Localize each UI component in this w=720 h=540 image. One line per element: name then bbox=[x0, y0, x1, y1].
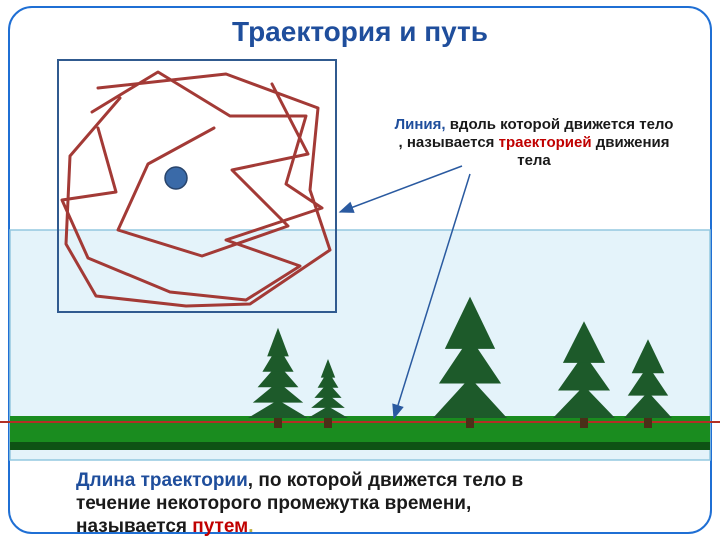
text-segment: течение некоторого промежутка времени, bbox=[76, 493, 471, 514]
text-segment: . bbox=[248, 516, 253, 537]
definition-trajectory: Линия, вдоль которой движется тело, назы… bbox=[374, 116, 694, 170]
text-segment: тела bbox=[517, 152, 551, 169]
text-segment: , называется bbox=[398, 134, 498, 151]
definition-path: Длина траектории, по которой движется те… bbox=[76, 470, 676, 538]
text-segment: движения bbox=[592, 134, 670, 151]
text-segment: вдоль которой движется тело bbox=[446, 116, 674, 133]
text-segment: , по которой движется тело в bbox=[248, 470, 523, 491]
text-segment: Линия, bbox=[395, 116, 446, 133]
slide-title: Траектория и путь bbox=[0, 16, 720, 48]
text-segment: путем bbox=[192, 516, 248, 537]
text-segment: Длина траектории bbox=[76, 470, 248, 491]
text-segment: траекторией bbox=[499, 134, 592, 151]
slide-frame bbox=[8, 6, 712, 534]
text-segment: называется bbox=[76, 516, 192, 537]
